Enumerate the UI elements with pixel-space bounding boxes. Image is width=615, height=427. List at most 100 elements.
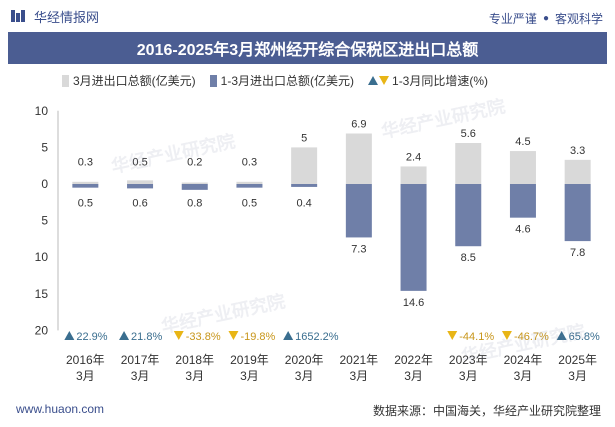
x-tick-label-month: 3月 xyxy=(131,369,150,383)
chart-canvas: 10 5 0 5 10 15 20 0.3 0.5 22.9% 2016年 3月 0.5 0.6 21.8%… xyxy=(35,104,600,383)
bar-q1-label: 0.4 xyxy=(297,197,312,209)
x-tick-label-month: 3月 xyxy=(514,369,533,383)
legend-item-q1: 1-3月进出口总额(亿美元) xyxy=(209,72,355,89)
bar-total-label: 2.4 xyxy=(406,151,421,163)
growth-label: 21.8% xyxy=(131,331,162,343)
x-tick-label-month: 3月 xyxy=(404,369,423,383)
x-tick-label-month: 3月 xyxy=(350,369,369,383)
bar-total xyxy=(564,159,591,184)
y-tick-label: 5 xyxy=(41,140,48,154)
growth-down-icon xyxy=(501,331,512,340)
x-tick-label: 2022年 xyxy=(394,353,433,367)
bar-total xyxy=(509,151,536,184)
bar-q1-label: 0.5 xyxy=(242,197,257,209)
x-tick-label-month: 3月 xyxy=(185,369,204,383)
legend-label-q1: 1-3月进出口总额(亿美元) xyxy=(220,74,355,88)
legend-swatch-q1 xyxy=(209,74,217,87)
footer-site: www.huaon.com xyxy=(16,402,105,416)
bar-q1-label: 0.8 xyxy=(187,197,202,209)
y-tick-label: 0 xyxy=(41,177,48,191)
bar-q1 xyxy=(509,184,536,218)
x-tick-label: 2018年 xyxy=(175,353,214,367)
growth-label: -33.8% xyxy=(186,331,221,343)
growth-label: -19.8% xyxy=(240,331,275,343)
bar-total-label: 0.2 xyxy=(187,157,202,169)
bar-total xyxy=(400,166,427,184)
growth-label: -46.7% xyxy=(514,331,549,343)
chart-title: 2016-2025年3月郑州经开综合保税区进出口总额 xyxy=(136,42,479,59)
bar-q1 xyxy=(400,184,427,291)
x-tick-label: 2025年 xyxy=(558,353,597,367)
growth-down-icon xyxy=(379,76,390,85)
bar-total-label: 3.3 xyxy=(570,145,585,157)
y-tick-label: 15 xyxy=(35,287,49,301)
x-tick-label: 2020年 xyxy=(285,353,324,367)
bar-total xyxy=(291,147,318,184)
growth-up-icon xyxy=(368,76,379,85)
slogan-right: 客观科学 xyxy=(554,12,603,26)
bar-q1-label: 8.5 xyxy=(461,252,476,264)
bar-q1-label: 4.6 xyxy=(515,224,530,236)
x-tick-label: 2019年 xyxy=(230,353,269,367)
bar-q1 xyxy=(181,184,208,190)
legend-label-total: 3月进出口总额(亿美元) xyxy=(73,74,196,88)
x-tick-label: 2021年 xyxy=(339,353,378,367)
legend: 3月进出口总额(亿美元) 1-3月进出口总额(亿美元) 1-3月同比增速(%) xyxy=(62,72,502,89)
brand-name: 华经情报网 xyxy=(34,9,100,25)
x-tick-label-month: 3月 xyxy=(568,369,587,383)
growth-label: 65.8% xyxy=(569,331,600,343)
x-tick-label: 2017年 xyxy=(121,353,160,367)
bar-q1-label: 7.8 xyxy=(570,247,585,259)
bar-total-label: 4.5 xyxy=(515,136,530,148)
footer: www.huaon.com 数据来源：中国海关，华经产业研究院整理 xyxy=(0,398,615,427)
bar-q1 xyxy=(236,184,263,188)
bar-total-label: 5.6 xyxy=(461,128,476,140)
y-tick-label: 5 xyxy=(41,214,48,228)
huajing-logo-icon xyxy=(11,10,25,22)
bar-total xyxy=(127,180,154,184)
chart-title-bar: 2016-2025年3月郑州经开综合保税区进出口总额 xyxy=(8,32,607,64)
slogan-separator: ● xyxy=(542,13,549,24)
growth-down-icon xyxy=(173,331,184,340)
brand: 华经情报网 xyxy=(10,7,99,25)
slogan: 专业严谨 ● 客观科学 xyxy=(489,10,603,27)
bar-q1-label: 7.3 xyxy=(351,243,366,255)
bar-q1 xyxy=(291,184,318,187)
slogan-left: 专业严谨 xyxy=(488,12,537,26)
legend-label-growth: 1-3月同比增速(%) xyxy=(392,74,489,88)
y-tick-label: 10 xyxy=(35,250,49,264)
bar-total xyxy=(72,181,99,184)
bar-q1 xyxy=(345,184,372,238)
legend-swatch-total xyxy=(62,74,69,87)
bar-total-label: 6.9 xyxy=(351,118,366,130)
bar-total xyxy=(345,133,372,184)
x-tick-label-month: 3月 xyxy=(76,369,95,383)
bar-total-label: 0.3 xyxy=(242,157,257,169)
growth-up-icon xyxy=(556,331,567,340)
legend-item-total: 3月进出口总额(亿美元) xyxy=(62,72,196,89)
bar-q1 xyxy=(127,184,154,189)
x-tick-label-month: 3月 xyxy=(240,369,259,383)
bar-q1-label: 0.6 xyxy=(132,197,147,209)
growth-up-icon xyxy=(119,331,130,340)
y-tick-label: 20 xyxy=(35,323,49,337)
legend-item-growth: 1-3月同比增速(%) xyxy=(368,72,488,89)
bar-total-label: 5 xyxy=(301,132,307,144)
bar-total xyxy=(181,182,208,184)
bar-total-label: 0.3 xyxy=(78,157,93,169)
growth-label: 22.9% xyxy=(76,331,107,343)
bar-q1 xyxy=(564,184,591,242)
bar-q1-label: 0.5 xyxy=(78,197,93,209)
growth-down-icon xyxy=(228,331,239,340)
growth-label: 1652.2% xyxy=(295,331,339,343)
y-tick-label: 10 xyxy=(35,104,49,118)
footer-source: 数据来源：中国海关，华经产业研究院整理 xyxy=(372,404,601,418)
x-tick-label: 2024年 xyxy=(504,353,543,367)
growth-up-icon xyxy=(64,331,75,340)
bar-q1 xyxy=(455,184,482,247)
x-tick-label-month: 3月 xyxy=(459,369,478,383)
x-tick-label-month: 3月 xyxy=(295,369,314,383)
bar-q1 xyxy=(72,184,99,188)
growth-down-icon xyxy=(447,331,458,340)
